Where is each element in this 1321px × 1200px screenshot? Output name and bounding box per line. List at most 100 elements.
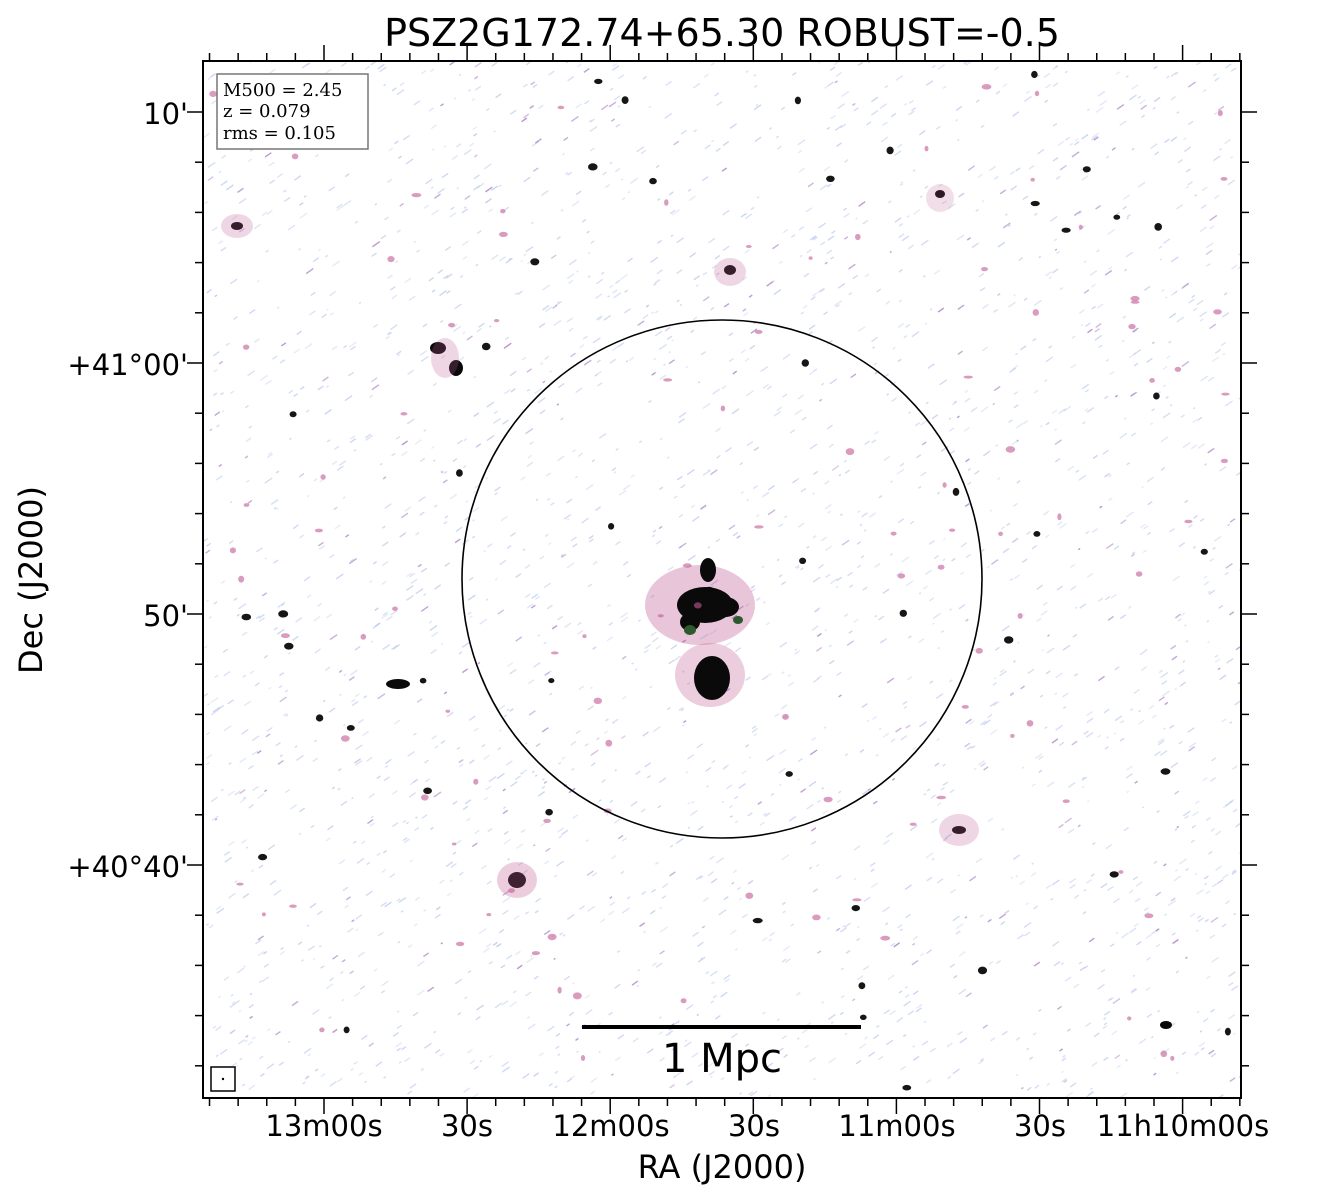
point-source [1118, 870, 1124, 874]
point-source [1149, 378, 1155, 383]
point-source [289, 904, 297, 908]
point-source [621, 96, 629, 104]
point-source [411, 193, 422, 198]
point-source [314, 528, 323, 533]
point-source [243, 344, 250, 350]
point-source [445, 709, 451, 713]
point-source [852, 898, 862, 902]
point-source [649, 177, 657, 185]
point-source [209, 90, 217, 97]
point-source [582, 634, 587, 639]
point-source [1200, 548, 1208, 555]
point-source [557, 986, 562, 994]
point-source [680, 998, 687, 1004]
point-source [1130, 300, 1140, 304]
point-source [808, 256, 813, 260]
point-source [1057, 513, 1062, 521]
y-tick-label: 10' [143, 97, 188, 131]
point-source [1160, 1050, 1168, 1058]
point-source [1010, 733, 1015, 738]
point-source [455, 941, 465, 947]
point-source [1221, 392, 1230, 396]
point-source [1153, 392, 1160, 400]
point-source [1034, 90, 1040, 97]
point-source [278, 610, 289, 618]
axis-ticks [187, 45, 1257, 1114]
point-source [548, 678, 555, 684]
point-source [243, 503, 250, 507]
point-source [291, 153, 299, 160]
point-source [657, 614, 664, 618]
point-source [448, 322, 456, 328]
point-source [360, 633, 367, 640]
point-source [456, 469, 463, 477]
point-source [545, 808, 553, 816]
point-source [886, 146, 894, 155]
point-source [961, 705, 969, 709]
point-source [280, 633, 290, 639]
point-source [1078, 224, 1083, 230]
x-tick-label: 11h10m00s [1097, 1109, 1269, 1143]
point-source [1213, 309, 1222, 315]
point-source [975, 647, 983, 654]
point-source [236, 882, 244, 886]
point-source [801, 359, 809, 367]
y-tick-label: +40°40' [67, 850, 188, 884]
point-source [500, 209, 506, 214]
info-line-redshift: z = 0.079 [223, 101, 311, 122]
point-source [392, 606, 398, 612]
point-source [493, 319, 500, 323]
point-source [284, 642, 294, 650]
point-source [845, 448, 855, 456]
point-source [1217, 110, 1223, 117]
point-source [1135, 571, 1143, 577]
point-source [1224, 1027, 1231, 1036]
point-source [1109, 871, 1119, 878]
point-source [547, 933, 557, 941]
point-source [1154, 223, 1162, 231]
cluster-info-box: M500 = 2.45 z = 0.079 rms = 0.105 [216, 73, 369, 150]
point-source [1128, 323, 1136, 330]
point-source [608, 523, 615, 530]
point-source [320, 474, 326, 480]
point-source [880, 935, 891, 941]
point-source [421, 794, 429, 801]
point-source [1004, 636, 1014, 644]
x-tick-label: 13m00s [265, 1109, 382, 1143]
point-source [1062, 799, 1070, 803]
point-source [580, 1055, 586, 1061]
point-source [229, 547, 236, 554]
point-source [909, 822, 917, 826]
x-tick-label: 30s [441, 1109, 493, 1143]
point-source [899, 609, 907, 617]
point-source [937, 564, 945, 570]
point-source [593, 697, 602, 704]
x-tick-label: 30s [1014, 1109, 1066, 1143]
point-source [682, 563, 692, 568]
point-source [340, 735, 350, 742]
point-source [977, 966, 988, 975]
point-source [530, 258, 540, 266]
point-source [1005, 446, 1016, 453]
point-source [557, 105, 565, 110]
point-source [481, 342, 491, 351]
plot-frame [202, 60, 1242, 1099]
point-source [1017, 613, 1023, 619]
radio-emission-map [203, 61, 1241, 1098]
point-source [543, 818, 551, 824]
point-source [319, 1027, 325, 1033]
point-source [258, 853, 268, 861]
point-source [1220, 458, 1228, 464]
point-source [794, 96, 802, 105]
point-source [1032, 309, 1040, 316]
point-source [605, 739, 613, 747]
point-source [1061, 227, 1071, 233]
point-source [693, 602, 702, 609]
point-source [400, 412, 408, 416]
point-source [812, 914, 821, 921]
point-source [949, 528, 956, 532]
point-source [664, 199, 669, 206]
point-source [499, 231, 508, 237]
point-source [902, 1084, 912, 1091]
